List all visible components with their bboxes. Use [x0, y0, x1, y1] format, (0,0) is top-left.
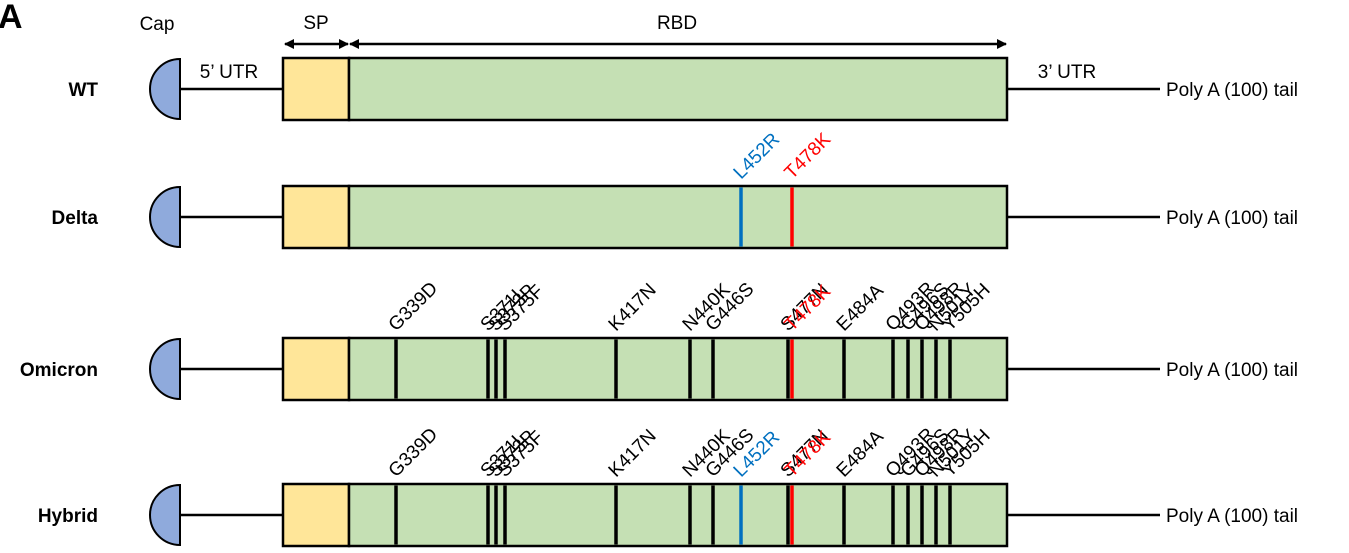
panel-letter: A: [0, 0, 23, 36]
construct-row-wt: WT Poly A (100) tail: [68, 56, 1298, 122]
poly-a-tail-label: Poly A (100) tail: [1166, 360, 1298, 381]
sp-segment: [281, 184, 351, 250]
mutation-label: K417N: [605, 280, 661, 336]
cap-shape: [149, 337, 181, 401]
mutation-label: T478K: [781, 129, 836, 184]
header-annotations: Cap SP RBD 5’ UTR 3’ UTR: [140, 13, 1097, 83]
cap-shape: [149, 185, 181, 249]
poly-a-tail-label: Poly A (100) tail: [1166, 80, 1298, 101]
construct-label: Hybrid: [38, 506, 98, 527]
rbd-segment: [347, 482, 1009, 548]
mutation-label: L452R: [730, 129, 784, 183]
mutation-label: G339D: [385, 424, 442, 481]
sp-segment: [281, 56, 351, 122]
sp-label: SP: [303, 13, 328, 34]
sp-segment: [281, 482, 351, 548]
construct-label: Omicron: [20, 360, 98, 381]
mutation-label: E484A: [833, 426, 888, 481]
rbd-label: RBD: [657, 13, 697, 34]
poly-a-tail-label: Poly A (100) tail: [1166, 506, 1298, 527]
cap-shape: [149, 483, 181, 547]
construct-label: Delta: [52, 208, 99, 229]
construct-label: WT: [68, 80, 98, 101]
mutation-label: G339D: [385, 278, 442, 335]
rbd-segment: [347, 56, 1009, 122]
cap-shape: [149, 57, 181, 121]
rbd-segment: [347, 184, 1009, 250]
utr3-label: 3’ UTR: [1038, 62, 1096, 83]
cap-label: Cap: [140, 14, 175, 35]
poly-a-tail-label: Poly A (100) tail: [1166, 208, 1298, 229]
mutation-label: K417N: [605, 426, 661, 482]
mutation-label: E484A: [833, 280, 888, 335]
utr5-label: 5’ UTR: [200, 62, 258, 83]
sp-segment: [281, 336, 351, 402]
rbd-segment: [347, 336, 1009, 402]
